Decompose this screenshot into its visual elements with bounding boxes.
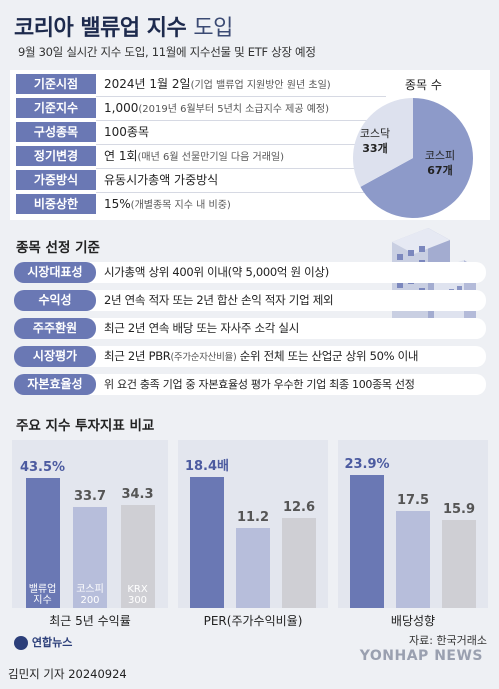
bar-value-label: 23.9% (344, 457, 390, 473)
bar (73, 506, 107, 608)
bar (396, 510, 430, 608)
info-row: 가중방식 유동시가총액 가중방식 (16, 170, 386, 190)
info-label: 구성종목 (16, 122, 96, 142)
bar-value-label: 33.7 (73, 488, 107, 504)
logo-icon (14, 636, 28, 650)
info-row: 구성종목 100종목 (16, 122, 386, 142)
chart-caption: 최근 5년 수익률 (49, 614, 131, 628)
pie-chart (353, 98, 473, 218)
info-value: 연 1회(매년 6월 선물만기일 다음 거래일) (104, 149, 285, 163)
criteria-value: 2년 연속 적자 또는 2년 합산 손익 적자 기업 제외 (104, 293, 334, 307)
chart-caption: 배당성향 (390, 614, 436, 628)
pie-slice-kosdaq (353, 98, 413, 187)
info-divider (96, 120, 386, 121)
watermark: YONHAP NEWS (359, 648, 483, 664)
chart-group: 23.9% 17.5 15.9 (338, 440, 488, 608)
pie-title: 종목 수 (405, 78, 442, 92)
criteria-value: 최근 2년 PBR(주가순자산비율) 순위 전체 또는 산업군 상위 50% 이… (104, 349, 419, 363)
page-title: 코리아 밸류업 지수 도입 (14, 10, 233, 42)
info-divider (96, 168, 386, 169)
reporter-byline: 김민지 기자 20240924 (8, 667, 127, 681)
bar-value-label: 43.5% (19, 459, 66, 475)
chart-title: 주요 지수 투자지표 비교 (16, 418, 155, 434)
info-divider (96, 192, 386, 193)
bar-value-label: 17.5 (396, 492, 430, 508)
info-divider (96, 144, 386, 145)
bar-value-label: 12.6 (282, 500, 316, 515)
criteria-row: 시장평가 최근 2년 PBR(주가순자산비율) 순위 전체 또는 산업군 상위 5… (14, 346, 486, 367)
source-text: 자료: 한국거래소 (408, 634, 487, 647)
yonhap-logo: 연합뉴스 (14, 634, 72, 650)
info-label: 기준시점 (16, 74, 96, 94)
info-value: 15%(개별종목 지수 내 비중) (104, 197, 231, 211)
info-value: 유동시가총액 가중방식 (104, 173, 219, 187)
info-label: 가중방식 (16, 170, 96, 190)
info-label: 정기변경 (16, 146, 96, 166)
info-note: (매년 6월 선물만기일 다음 거래일) (137, 152, 285, 163)
info-row: 정기변경 연 1회(매년 6월 선물만기일 다음 거래일) (16, 146, 386, 166)
criteria-label: 시장평가 (14, 346, 96, 367)
info-row: 기준시점 2024년 1월 2일(기업 밸류업 지원방안 원년 초일) (16, 74, 386, 94)
info-note: (2019년 6월부터 5년치 소급지수 제공 예정) (138, 104, 330, 115)
bar-value-label: 34.3 (121, 487, 154, 503)
criteria-value: 최근 2년 연속 배당 또는 자사주 소각 실시 (104, 321, 299, 335)
title-suffix: 도입 (193, 16, 233, 41)
info-row: 비중상한 15%(개별종목 지수 내 비중) (16, 194, 386, 214)
chart-group: 18.4배 11.2 12.6 (178, 440, 328, 608)
criteria-row: 자본효율성 위 요건 충족 기업 중 자본효율성 평가 우수한 기업 최종 100… (14, 374, 486, 395)
bar-value-label: 15.9 (442, 501, 476, 517)
pie-label-kosdaq: 코스닥 33개 (359, 127, 391, 155)
bar-category-label: 밸류업 지수 (28, 584, 57, 606)
criteria-value: 시가총액 상위 400위 이내(약 5,000억 원 이상) (104, 265, 329, 279)
pie-slice-kospi (360, 98, 473, 218)
criteria-label: 수익성 (14, 290, 96, 311)
bar-value-label: 18.4배 (184, 458, 230, 474)
criteria-note: (주가순자산비율) (170, 352, 237, 363)
bar-category-label: 코스피 200 (76, 584, 104, 606)
info-value: 1,000(2019년 6월부터 5년치 소급지수 제공 예정) (104, 101, 330, 115)
info-note: (기업 밸류업 지원방안 원년 초일) (190, 80, 331, 91)
info-divider (96, 96, 386, 97)
info-value: 100종목 (104, 125, 149, 139)
title-main: 코리아 밸류업 지수 (14, 16, 187, 41)
chart-group: 43.5% 밸류업 지수 33.7 코스피 200 34.3 KRX 300 (12, 440, 168, 608)
info-note: (개별종목 지수 내 비중) (130, 200, 231, 211)
criteria-row: 시장대표성 시가총액 상위 400위 이내(약 5,000억 원 이상) (14, 262, 486, 283)
bar (190, 476, 224, 608)
bar (236, 528, 270, 608)
bar-category-label: KRX 300 (127, 584, 148, 606)
info-row: 기준지수 1,000(2019년 6월부터 5년치 소급지수 제공 예정) (16, 98, 386, 118)
criteria-label: 자본효율성 (14, 374, 96, 395)
info-value: 2024년 1월 2일(기업 밸류업 지원방안 원년 초일) (104, 77, 331, 91)
criteria-row: 주주환원 최근 2년 연속 배당 또는 자사주 소각 실시 (14, 318, 486, 339)
bar (25, 477, 60, 608)
bar (282, 518, 316, 608)
criteria-value: 위 요건 충족 기업 중 자본효율성 평가 우수한 기업 최종 100종목 선정 (104, 378, 415, 391)
criteria-title: 종목 선정 기준 (16, 240, 100, 256)
bar (442, 519, 476, 608)
info-label: 기준지수 (16, 98, 96, 118)
criteria-row: 수익성 2년 연속 적자 또는 2년 합산 손익 적자 기업 제외 (14, 290, 486, 311)
bar-value-label: 11.2 (236, 510, 270, 525)
subtitle: 9월 30일 실시간 지수 도입, 11월에 지수선물 및 ETF 상장 예정 (18, 45, 316, 59)
bar (350, 475, 384, 608)
info-label: 비중상한 (16, 194, 96, 214)
bar (120, 505, 155, 608)
criteria-label: 시장대표성 (14, 262, 96, 283)
criteria-label: 주주환원 (14, 318, 96, 339)
pie-label-kospi: 코스피 67개 (424, 149, 456, 177)
chart-caption: PER(주가수익비율) (203, 614, 303, 628)
